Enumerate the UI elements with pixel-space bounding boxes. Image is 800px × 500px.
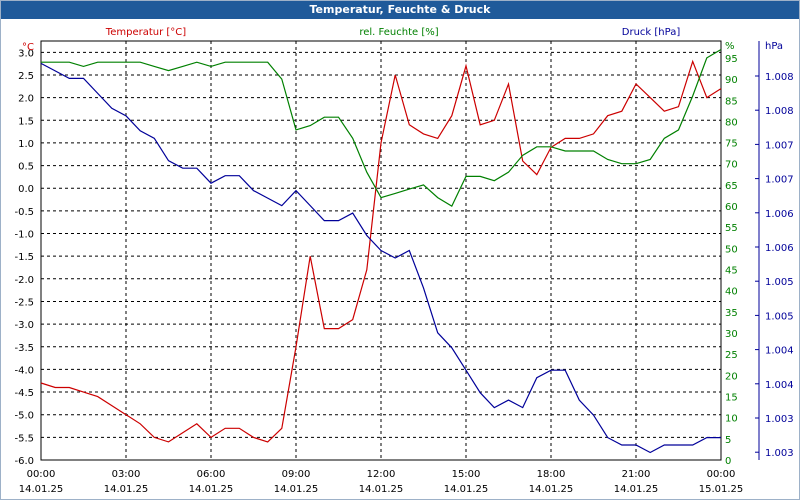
temperature-tick-label: -2.5 — [14, 297, 34, 308]
temperature-tick-label: -1.5 — [14, 252, 34, 263]
temperature-series-line — [40, 59, 722, 443]
temperature-tick-label: 2.0 — [18, 94, 34, 105]
x-tick-date: 14.01.25 — [359, 484, 404, 495]
humidity-tick-label: 50 — [725, 244, 738, 255]
pressure-tick-label: 1.007 — [765, 140, 794, 151]
x-tick-date: 14.01.25 — [444, 484, 489, 495]
temperature-tick-label: -3.0 — [14, 320, 34, 331]
x-tick-date: 14.01.25 — [189, 484, 234, 495]
humidity-tick-label: 65 — [725, 181, 738, 192]
x-tick-date: 14.01.25 — [529, 484, 574, 495]
humidity-tick-label: % — [725, 41, 735, 52]
humidity-tick-label: 90 — [725, 75, 738, 86]
pressure-tick-label: 1.005 — [765, 311, 794, 322]
temperature-tick-label: 1.0 — [18, 139, 34, 150]
temperature-tick-label: -1.0 — [14, 230, 34, 241]
temperature-tick-label: -2.0 — [14, 275, 34, 286]
x-tick-time: 06:00 — [197, 469, 226, 480]
humidity-series-line — [41, 48, 722, 207]
temperature-tick-label: -5.5 — [14, 433, 34, 444]
humidity-tick-label: 20 — [725, 371, 738, 382]
humidity-tick-label: 40 — [725, 287, 738, 298]
x-tick-date: 15.01.25 — [699, 484, 744, 495]
temperature-tick-label: 0.5 — [18, 162, 34, 173]
temperature-tick-label: -4.5 — [14, 388, 34, 399]
humidity-tick-label: 95 — [725, 54, 738, 65]
humidity-axis-title: rel. Feuchte [%] — [359, 27, 438, 38]
temperature-tick-label: -0.5 — [14, 207, 34, 218]
x-tick-time: 15:00 — [452, 469, 481, 480]
x-tick-time: 00:00 — [707, 469, 736, 480]
temperature-tick-label: -5.0 — [14, 411, 34, 422]
temperature-tick-label: 1.5 — [18, 116, 34, 127]
humidity-tick-label: 55 — [725, 223, 738, 234]
temperature-tick-label: -4.0 — [14, 365, 34, 376]
pressure-tick-label: 1.006 — [765, 209, 794, 220]
temperature-tick-label: 0.0 — [18, 184, 34, 195]
pressure-tick-label: 1.003 — [765, 448, 794, 459]
pressure-tick-label: 1.008 — [765, 106, 794, 117]
pressure-tick-label: 1.007 — [765, 175, 794, 186]
humidity-tick-label: 15 — [725, 393, 738, 404]
temperature-tick-label: 2.5 — [18, 71, 34, 82]
x-tick-date: 14.01.25 — [274, 484, 319, 495]
temperature-tick-label: -3.5 — [14, 343, 34, 354]
pressure-tick-label: 1.004 — [765, 346, 794, 357]
x-tick-time: 21:00 — [622, 469, 651, 480]
pressure-unit-label: hPa — [765, 41, 783, 52]
pressure-tick-label: 1.003 — [765, 414, 794, 425]
pressure-tick-label: 1.005 — [765, 277, 794, 288]
x-tick-time: 03:00 — [112, 469, 141, 480]
chart-title: Temperatur, Feuchte & Druck — [1, 1, 799, 19]
humidity-tick-label: 45 — [725, 266, 738, 277]
humidity-tick-label: 10 — [725, 414, 738, 425]
x-tick-time: 09:00 — [282, 469, 311, 480]
x-tick-date: 14.01.25 — [19, 484, 64, 495]
humidity-tick-label: 75 — [725, 139, 738, 150]
x-tick-time: 00:00 — [27, 469, 56, 480]
temperature-tick-label: -6.0 — [14, 456, 34, 467]
temperature-unit-label: °C — [22, 42, 34, 53]
humidity-tick-label: 85 — [725, 96, 738, 107]
x-tick-date: 14.01.25 — [614, 484, 659, 495]
humidity-tick-label: 35 — [725, 308, 738, 319]
pressure-tick-label: 1.008 — [765, 72, 794, 83]
humidity-tick-label: 70 — [725, 160, 738, 171]
temperature-tick-label: 3.0 — [18, 48, 34, 59]
humidity-tick-label: 25 — [725, 350, 738, 361]
temperature-axis-title: Temperatur [°C] — [105, 27, 186, 38]
pressure-series-line — [40, 62, 721, 454]
x-tick-date: 14.01.25 — [104, 484, 149, 495]
humidity-tick-label: 0 — [725, 456, 731, 467]
pressure-tick-label: 1.006 — [765, 243, 794, 254]
humidity-tick-label: 60 — [725, 202, 738, 213]
humidity-tick-label: 5 — [725, 435, 731, 446]
pressure-axis-title: Druck [hPa] — [622, 27, 681, 38]
humidity-tick-label: 30 — [725, 329, 738, 340]
x-tick-time: 18:00 — [537, 469, 566, 480]
humidity-tick-label: 80 — [725, 117, 738, 128]
pressure-tick-label: 1.004 — [765, 380, 794, 391]
x-tick-time: 12:00 — [367, 469, 396, 480]
